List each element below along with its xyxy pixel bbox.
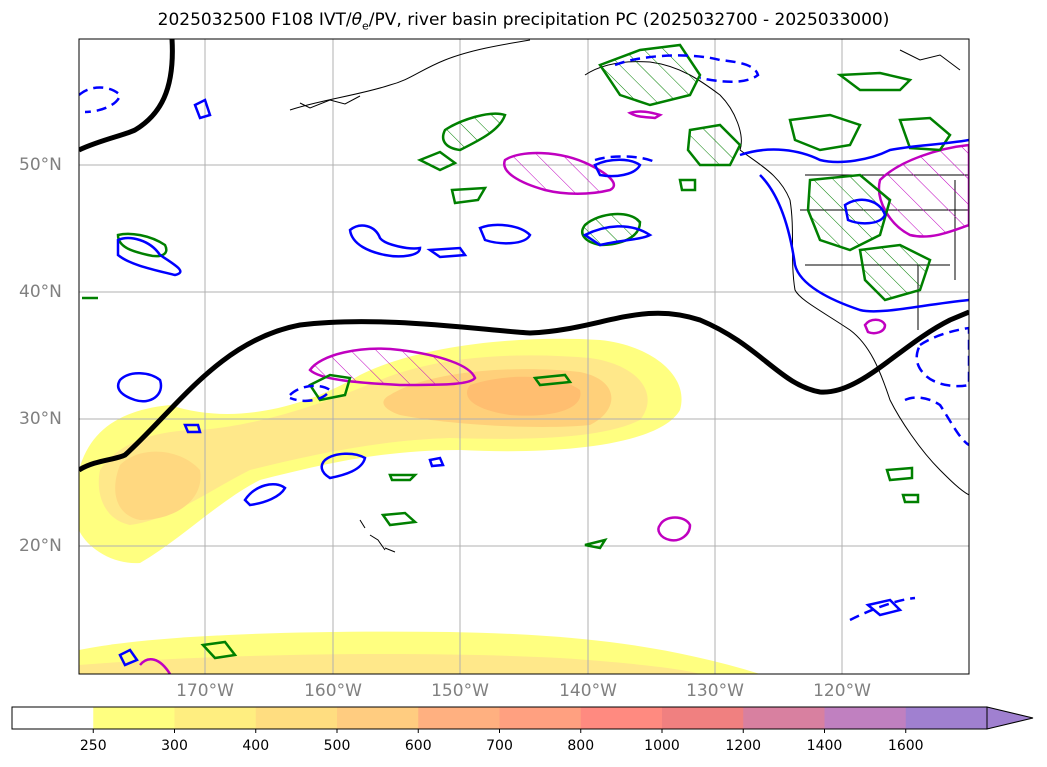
lat-label-40n: 40°N (19, 282, 62, 302)
map-frame (78, 38, 970, 675)
colorbar-segment (743, 707, 825, 729)
colorbar-segment (255, 707, 338, 729)
lon-label-130w: 130°W (686, 681, 744, 701)
lon-label-120w: 120°W (813, 681, 871, 701)
colorbar-extend-arrow (986, 706, 1034, 730)
colorbar-segment (824, 707, 907, 729)
colorbar-tick-label: 400 (242, 738, 270, 754)
colorbar-tick-label: 250 (79, 738, 107, 754)
colorbar-tick-label: 800 (567, 738, 595, 754)
theta-e-positive-contours (82, 43, 952, 660)
colorbar-segment (499, 707, 582, 729)
colorbar-tick-label: 700 (486, 738, 513, 754)
lat-label-50n: 50°N (19, 155, 62, 175)
pv-contours (79, 39, 969, 473)
colorbar-segment (418, 707, 500, 729)
colorbar-tick-label: 600 (404, 738, 432, 754)
lon-label-140w: 140°W (559, 681, 617, 701)
theta-e-negative-dashed-contours (79, 54, 969, 622)
colorbar-tick-label: 1000 (644, 738, 680, 754)
lat-label-20n: 20°N (19, 536, 62, 556)
colorbar (11, 706, 988, 733)
colorbar-tick-label: 300 (161, 738, 188, 754)
lat-label-30n: 30°N (19, 409, 62, 429)
colorbar-segment (93, 707, 175, 729)
theta-e-negative-contours (116, 98, 969, 667)
colorbar-segment (580, 707, 663, 729)
ivt-shading (79, 338, 760, 674)
precip-pc-contours (139, 110, 969, 674)
colorbar-tick-label: 1600 (887, 738, 924, 754)
colorbar-segment (337, 707, 419, 729)
lon-label-150w: 150°W (431, 681, 489, 701)
colorbar-segment (905, 707, 988, 729)
map-title: 2025032500 F108 IVT/θe/PV, river basin p… (157, 10, 890, 33)
colorbar-tick-label: 500 (323, 738, 351, 754)
colorbar-tick-label: 1400 (806, 738, 843, 754)
colorbar-segment (174, 707, 257, 729)
colorbar-tick-label: 1200 (725, 738, 762, 754)
lon-label-160w: 160°W (304, 681, 362, 701)
lon-label-170w: 170°W (176, 681, 234, 701)
colorbar-segment (662, 707, 744, 729)
colorbar-segment (12, 707, 94, 729)
